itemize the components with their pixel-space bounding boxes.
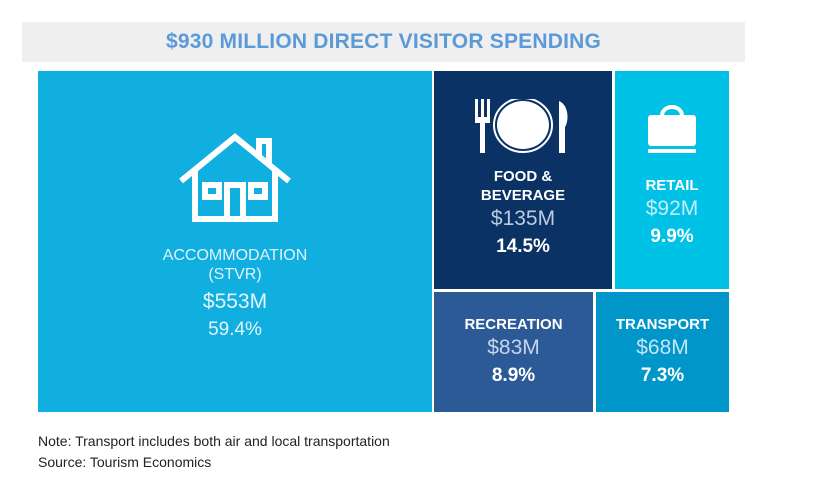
- source-note: Source: Tourism Economics: [38, 454, 212, 470]
- tile-label: FOOD &: [493, 168, 553, 185]
- tile-label-sub: BEVERAGE: [480, 187, 566, 204]
- tile-amount: $83M: [487, 335, 540, 359]
- shopping-bag-icon: [648, 104, 696, 153]
- fork-plate-knife-icon: [475, 99, 568, 153]
- tile-label-sub: (STVR): [208, 266, 262, 283]
- tile-label: RECREATION: [464, 315, 563, 333]
- tile-amount: $553M: [202, 290, 268, 313]
- footnote: Note: Transport includes both air and lo…: [38, 433, 390, 449]
- tile-percent: 14.5%: [496, 236, 550, 257]
- tile-label: RETAIL: [645, 176, 699, 194]
- chart-title: $930 MILLION DIRECT VISITOR SPENDING: [165, 30, 602, 53]
- tile-percent: 9.9%: [650, 225, 694, 247]
- tile-percent: 7.3%: [640, 364, 685, 386]
- tile-percent: 8.9%: [491, 364, 536, 386]
- tile-amount: $92M: [645, 196, 699, 220]
- tile-amount: $135M: [490, 207, 556, 230]
- tile-recreation: RECREATION $83M 8.9%: [434, 292, 593, 412]
- tile-accommodation: ACCOMMODATION (STVR) $553M 59.4%: [38, 71, 432, 412]
- house-icon: [179, 133, 291, 222]
- chart-title-bar: $930 MILLION DIRECT VISITOR SPENDING: [22, 22, 745, 62]
- tile-amount: $68M: [636, 335, 689, 359]
- tile-label: ACCOMMODATION: [162, 247, 308, 264]
- tile-food-beverage: FOOD & BEVERAGE $135M 14.5%: [434, 71, 612, 289]
- tile-label: TRANSPORT: [615, 315, 710, 333]
- tile-percent: 59.4%: [208, 319, 262, 340]
- tile-transport: TRANSPORT $68M 7.3%: [596, 292, 729, 412]
- tile-retail: RETAIL $92M 9.9%: [615, 71, 729, 289]
